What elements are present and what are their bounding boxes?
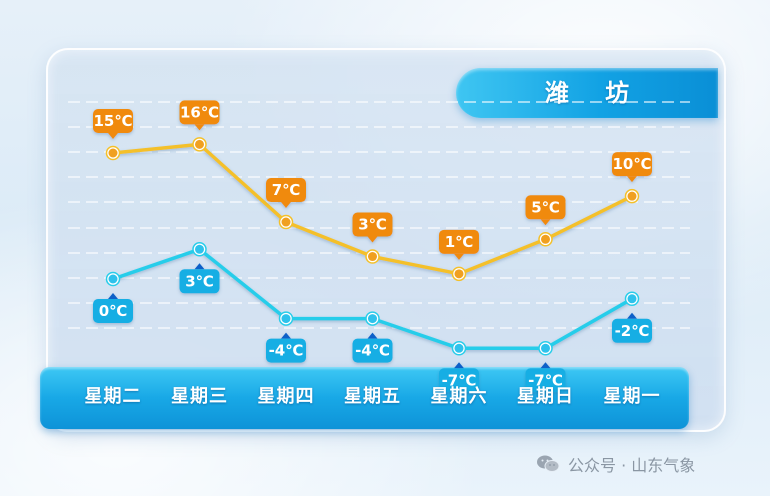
badge-box [352, 338, 393, 363]
high-temp-badge: 15℃ [93, 109, 133, 139]
badge-pointer [194, 263, 205, 270]
high-temp-point [368, 252, 377, 262]
badge-box [179, 269, 220, 294]
badge-box [439, 368, 479, 393]
low-temp-badge: -7℃ [525, 362, 566, 393]
badge-pointer [454, 362, 464, 369]
low-temp-badge: 3℃ [179, 263, 220, 294]
badge-pointer [540, 362, 551, 369]
watermark: 公众号 · 山东气象 [536, 452, 695, 476]
high-temp-label: 16℃ [180, 103, 219, 121]
high-temp-point [454, 269, 464, 279]
day-label: 星期五 [344, 386, 401, 407]
badge-box [266, 178, 306, 203]
high-temp-badge: 7℃ [266, 178, 306, 209]
low-temp-label: 3℃ [185, 272, 214, 290]
day-axis-bar [40, 367, 689, 429]
low-temp-badge: -7℃ [439, 362, 479, 393]
high-temp-label: 3℃ [358, 216, 387, 234]
high-temp-label: 7℃ [272, 181, 301, 199]
high-temp-label: 10℃ [612, 155, 651, 173]
badge-box [93, 109, 133, 133]
low-temp-badge: -4℃ [352, 332, 393, 363]
badge-box [179, 100, 220, 125]
high-temp-badge: 1℃ [439, 229, 479, 260]
watermark-text: 公众号 · 山东气象 [568, 456, 696, 475]
badge-pointer [367, 236, 378, 243]
day-label: 星期三 [171, 386, 228, 407]
day-label: 星期二 [84, 386, 142, 407]
badge-pointer [108, 133, 118, 139]
badge-pointer [454, 253, 464, 260]
badge-pointer [108, 293, 118, 299]
badge-pointer [627, 176, 637, 183]
low-temp-label: -2℃ [615, 322, 650, 340]
low-temp-point [541, 343, 550, 353]
high-temp-badge: 16℃ [179, 100, 220, 131]
day-label: 星期一 [603, 386, 661, 407]
low-temp-point [627, 294, 637, 304]
low-temp-point [281, 314, 291, 324]
low-temp-label: 0℃ [99, 302, 128, 320]
day-label: 星期四 [257, 386, 315, 407]
low-temp-point [454, 343, 464, 353]
wechat-icon [536, 454, 560, 474]
high-temp-badge: 3℃ [352, 212, 393, 243]
badge-pointer [627, 312, 637, 319]
high-temp-point [541, 234, 550, 244]
low-temp-badge: 0℃ [93, 293, 133, 323]
badge-box [612, 152, 652, 177]
high-temp-point [281, 217, 291, 227]
badge-box [352, 212, 393, 237]
low-temp-label: -7℃ [442, 371, 477, 389]
badge-pointer [281, 332, 291, 339]
low-temp-label: -4℃ [269, 342, 304, 360]
low-temp-point [108, 274, 118, 284]
city-title-tab [456, 68, 718, 118]
badge-box [525, 195, 566, 220]
low-temp-label: -4℃ [355, 342, 390, 360]
day-label: 星期六 [430, 386, 488, 407]
badge-pointer [367, 332, 378, 339]
high-temp-point [108, 148, 118, 158]
high-temp-point [627, 191, 637, 201]
low-temp-badge: -4℃ [266, 332, 306, 363]
day-label: 星期日 [517, 386, 574, 407]
badge-pointer [194, 124, 205, 131]
badge-box [525, 368, 566, 393]
badge-pointer [540, 219, 551, 226]
low-temp-badge: -2℃ [612, 312, 652, 343]
high-temp-label: 5℃ [531, 198, 560, 216]
badge-box [439, 229, 479, 254]
high-temp-label: 15℃ [93, 112, 132, 130]
badge-pointer [281, 202, 291, 209]
low-temp-point [368, 314, 377, 324]
badge-box [266, 338, 306, 363]
high-temp-badge: 5℃ [525, 195, 566, 226]
high-temp-point [195, 139, 204, 149]
badge-box [93, 299, 133, 323]
high-temp-label: 1℃ [445, 233, 474, 251]
badge-box [612, 318, 652, 343]
low-temp-point [195, 244, 204, 254]
low-temp-label: -7℃ [528, 371, 563, 389]
high-temp-badge: 10℃ [612, 152, 652, 183]
